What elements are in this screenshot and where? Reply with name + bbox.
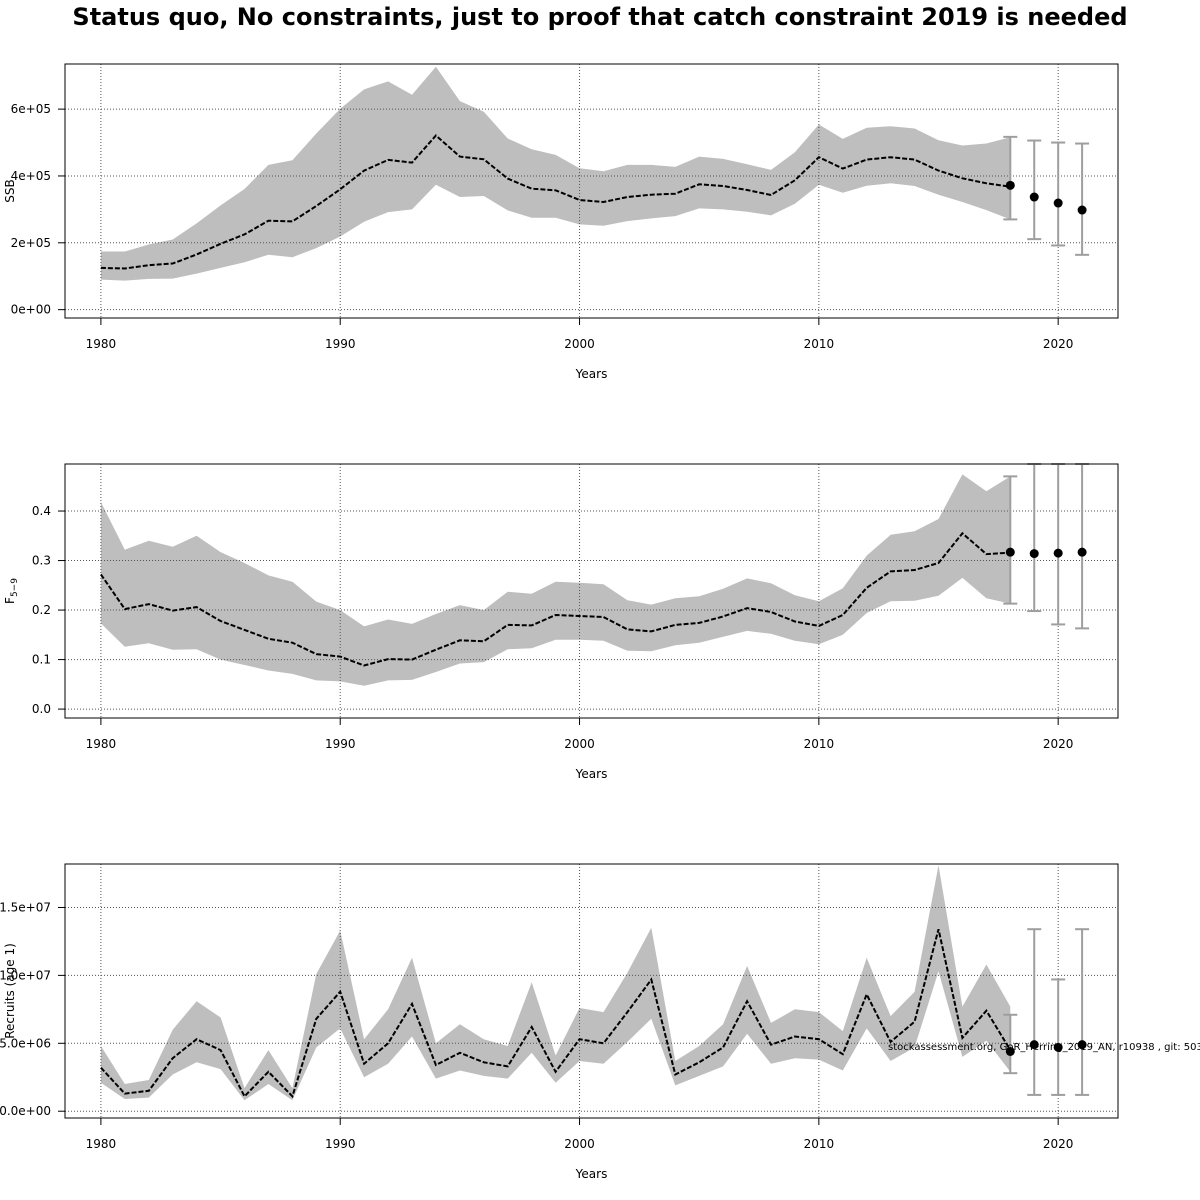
x-axis-title: Years <box>575 367 608 381</box>
forecast-point <box>1077 1040 1087 1050</box>
y-axis-title: Recruits (age 1) <box>3 943 17 1039</box>
forecast-point <box>1029 192 1039 202</box>
y-tick-label: 0.4 <box>32 504 51 518</box>
y-tick-label: 1.5e+07 <box>0 900 51 914</box>
y-tick-label: 0.0e+00 <box>0 1104 51 1118</box>
x-tick-label: 1980 <box>86 1137 117 1151</box>
forecast-point <box>1029 549 1039 559</box>
y-tick-label: 6e+05 <box>11 102 51 116</box>
x-tick-label: 1980 <box>86 337 117 351</box>
panel-2: 1980 1990 2000 2010 2020 0.0 0.1 0.2 0.3 0.4 Years… <box>3 463 1119 781</box>
x-axis-title: Years <box>575 767 608 781</box>
forecast-point <box>1005 180 1015 190</box>
forecast-errorbar <box>1075 928 1090 1096</box>
x-tick-label: 2000 <box>564 737 595 751</box>
forecast-errorbar <box>1027 928 1042 1096</box>
chart-title: Status quo, No constraints, just to proo… <box>72 3 1128 31</box>
forecast-point <box>1053 1042 1063 1052</box>
forecast-errorbar <box>1027 139 1042 241</box>
x-tick-label: 2020 <box>1043 1137 1074 1151</box>
y-tick-label: 0.3 <box>32 554 51 568</box>
confidence-band <box>100 474 1011 686</box>
y-tick-label: 1.0e+07 <box>0 968 51 982</box>
x-tick-label: 2000 <box>564 337 595 351</box>
forecast-point <box>1029 1040 1039 1050</box>
forecast-point <box>1053 548 1063 558</box>
panel-1: 1980 1990 2000 2010 2020 0e+00 2e+05 4e+05 6e+05… <box>3 63 1119 381</box>
x-tick-label: 2020 <box>1043 337 1074 351</box>
y-tick-label: 0.0 <box>32 702 51 716</box>
x-axis-title: Years <box>575 1167 608 1181</box>
x-tick-label: 1990 <box>325 737 356 751</box>
forecast-point <box>1053 198 1063 208</box>
forecast-point <box>1077 205 1087 215</box>
plot-frame <box>64 863 1119 1119</box>
panel-3: 1980 1990 2000 2010 2020 0.0e+00 5.0e+06 1.0e+0… <box>0 863 1119 1181</box>
x-tick-label: 1990 <box>325 337 356 351</box>
y-tick-label: 0.1 <box>32 653 51 667</box>
forecast-point <box>1005 547 1015 557</box>
x-tick-label: 2010 <box>804 337 835 351</box>
confidence-band <box>100 66 1011 281</box>
y-tick-label: 2e+05 <box>11 236 51 250</box>
forecast-errorbar <box>1003 1013 1018 1075</box>
x-tick-label: 2010 <box>804 737 835 751</box>
plot-frame <box>64 63 1119 319</box>
forecast-point <box>1005 1046 1015 1056</box>
forecast-errorbar <box>1075 142 1090 256</box>
y-tick-label: 5.0e+06 <box>0 1036 51 1050</box>
forecast-point <box>1077 547 1087 557</box>
x-tick-label: 2010 <box>804 1137 835 1151</box>
x-tick-label: 1990 <box>325 1137 356 1151</box>
y-axis-title: F5−9 <box>3 578 20 604</box>
estimate-line <box>100 134 1011 270</box>
x-tick-label: 2000 <box>564 1137 595 1151</box>
forecast-errorbar <box>1027 463 1042 613</box>
footnote: stockassessment.org, GoR_Herring_2019_AN… <box>888 1042 1200 1053</box>
y-tick-label: 0.2 <box>32 603 51 617</box>
forecast-errorbar <box>1051 141 1066 247</box>
forecast-errorbar <box>1075 463 1090 630</box>
plot-frame <box>64 463 1119 719</box>
confidence-band <box>100 865 1011 1101</box>
forecast-errorbar <box>1003 135 1018 221</box>
estimate-line <box>100 928 1012 1099</box>
x-tick-label: 1980 <box>86 737 117 751</box>
forecast-errorbar <box>1003 475 1018 605</box>
forecast-errorbar <box>1051 463 1066 626</box>
y-tick-label: 0e+00 <box>11 303 51 317</box>
y-tick-label: 4e+05 <box>11 169 51 183</box>
y-axis-title: SSB <box>3 179 17 202</box>
forecast-errorbar <box>1051 978 1066 1096</box>
x-tick-label: 2020 <box>1043 737 1074 751</box>
estimate-line <box>100 531 1011 667</box>
